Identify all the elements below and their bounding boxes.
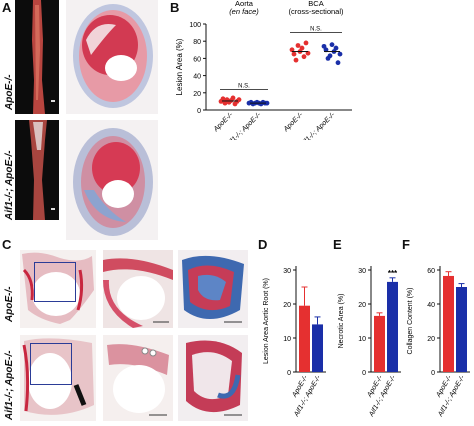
aorta-en-face-image-ko xyxy=(15,120,59,220)
panel-E-letter: E xyxy=(333,237,342,252)
row-label-C-wt: ApoE-/- xyxy=(4,286,15,322)
row-label-A-ko: Aif1-/-; ApoE-/- xyxy=(4,150,15,220)
bar-F-0 xyxy=(443,275,454,372)
y-axis-label-B: Lesion Area (%) xyxy=(175,38,184,95)
point-B-s3-1 xyxy=(323,47,329,53)
y-tick-label-D-0: 0 xyxy=(287,370,291,377)
y-tick-label-E-3: 30 xyxy=(358,268,366,275)
aortic-root-overview-wt xyxy=(20,250,96,328)
x-tick-label-B-2: ApoE-/- xyxy=(282,111,305,134)
point-B-s3-3 xyxy=(327,53,333,59)
row-label-C-ko: Aif1-/-; ApoE-/- xyxy=(4,350,15,420)
point-B-s2-8 xyxy=(305,50,311,56)
zoom-box-ko xyxy=(30,343,72,385)
y-tick-label-D-1: 10 xyxy=(283,336,291,343)
ns-label-B-1: N.S. xyxy=(310,27,322,33)
bar-E-0 xyxy=(374,315,385,372)
group-title-B-0: Aorta xyxy=(235,0,254,8)
y-axis-label-F: Collagen Content (%) xyxy=(407,288,414,355)
y-tick-label-B-1: 20 xyxy=(193,91,201,98)
bca-section-image-ko xyxy=(66,120,158,240)
bar-D-1 xyxy=(312,324,323,372)
x-tick-label-B-0: ApoE-/- xyxy=(212,111,235,134)
y-tick-label-B-2: 40 xyxy=(193,74,201,81)
significance-E: *** xyxy=(388,269,398,278)
bar-D-0 xyxy=(299,305,310,372)
bar-E-1 xyxy=(387,281,398,372)
y-tick-label-E-0: 0 xyxy=(362,370,366,377)
y-tick-label-E-1: 10 xyxy=(358,336,366,343)
chart-B: 0 20 40 60 80 100 Lesion Area (%) Aorta(en face… xyxy=(175,0,352,140)
y-tick-label-D-3: 30 xyxy=(283,268,291,275)
y-tick-label-B-4: 80 xyxy=(193,39,201,46)
y-tick-label-D-2: 20 xyxy=(283,302,291,309)
point-B-s3-4 xyxy=(329,42,335,48)
zoom-box-wt xyxy=(34,262,76,302)
point-B-s0-1 xyxy=(220,96,226,102)
ns-label-B-0: N.S. xyxy=(238,83,250,89)
y-tick-label-B-5: 100 xyxy=(189,22,201,29)
y-axis-label-E: Necrotic Area (%) xyxy=(338,294,345,349)
panel-C-letter: C xyxy=(2,237,12,252)
trichrome-section-ko xyxy=(178,335,248,421)
panel-F-letter: F xyxy=(402,237,410,252)
aorta-en-face-image-wt xyxy=(15,0,59,114)
bca-section-image-wt xyxy=(66,0,158,114)
bar-F-1 xyxy=(456,287,467,372)
y-tick-label-B-0: 0 xyxy=(197,108,201,115)
point-B-s2-6 xyxy=(301,54,307,60)
point-B-s2-5 xyxy=(299,45,305,51)
point-B-s1-9 xyxy=(264,100,270,106)
point-B-s3-8 xyxy=(337,51,343,57)
y-tick-label-F-3: 60 xyxy=(427,268,435,275)
trichrome-section-wt xyxy=(178,250,248,328)
panel-A-letter: A xyxy=(2,0,12,15)
point-B-s2-7 xyxy=(303,40,309,46)
group-subtitle-B-0: (en face) xyxy=(229,7,259,16)
point-B-s2-2 xyxy=(293,57,299,63)
y-tick-label-F-0: 0 xyxy=(431,370,435,377)
point-B-s3-6 xyxy=(333,45,339,51)
point-B-s2-0 xyxy=(289,47,295,53)
x-tick-label-B-3: Aif1-/-; ApoE-/- xyxy=(298,111,337,140)
y-tick-label-F-1: 20 xyxy=(427,336,435,343)
row-label-A-wt: ApoE-/- xyxy=(4,74,15,110)
aortic-root-overview-ko xyxy=(20,335,96,421)
y-tick-label-E-2: 20 xyxy=(358,302,366,309)
point-B-s3-7 xyxy=(335,60,341,66)
panel-D-letter: D xyxy=(258,237,268,252)
point-B-s0-6 xyxy=(230,95,236,101)
panel-B-letter: B xyxy=(170,0,180,15)
aortic-root-zoom-wt xyxy=(103,250,173,328)
point-B-s2-1 xyxy=(291,51,297,57)
y-tick-label-B-3: 60 xyxy=(193,56,201,63)
point-B-s2-3 xyxy=(295,43,301,48)
aortic-root-zoom-ko xyxy=(103,335,173,421)
group-subtitle-B-1: (cross-sectional) xyxy=(288,7,344,16)
y-tick-label-F-2: 40 xyxy=(427,302,435,309)
y-axis-label-D: Lesion Area Aortic Root (%) xyxy=(263,278,270,364)
group-title-B-1: BCA xyxy=(308,0,323,8)
